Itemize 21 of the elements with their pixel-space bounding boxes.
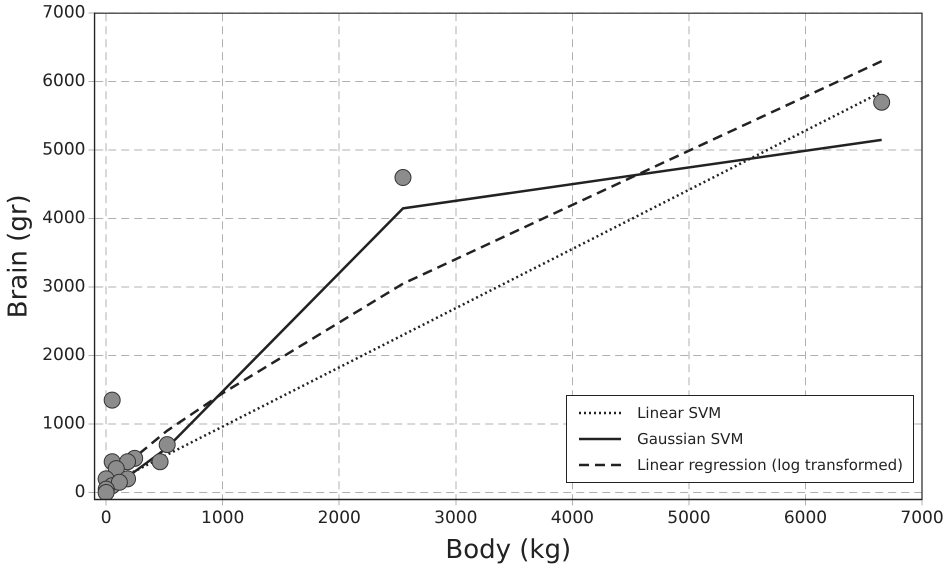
- x-tick-label: 3000: [434, 508, 478, 528]
- y-tick-label: 1000: [42, 413, 86, 434]
- y-tick-label: 3000: [42, 276, 86, 297]
- x-tick-label: 0: [100, 508, 112, 528]
- x-tick-label: 7000: [900, 508, 944, 528]
- legend-label: Gaussian SVM: [637, 430, 744, 448]
- x-tick-label: 6000: [784, 508, 828, 528]
- legend-label: Linear regression (log transformed): [637, 456, 903, 474]
- y-tick-label: 7000: [42, 2, 86, 23]
- x-tick-label: 2000: [318, 508, 361, 528]
- y-tick-label: 5000: [42, 140, 86, 160]
- y-tick-label: 6000: [42, 71, 86, 92]
- x-tick-label: 4000: [550, 508, 594, 528]
- y-tick-label: 4000: [42, 208, 86, 228]
- x-axis-title: Body (kg): [445, 535, 572, 566]
- y-tick-label: 2000: [42, 345, 86, 366]
- y-axis-title: Brain (gr): [3, 194, 34, 318]
- y-tick-label: 0: [74, 482, 86, 502]
- x-tick-label: 1000: [201, 508, 244, 528]
- x-tick-label: 5000: [667, 508, 711, 528]
- legend-label: Linear SVM: [637, 404, 722, 422]
